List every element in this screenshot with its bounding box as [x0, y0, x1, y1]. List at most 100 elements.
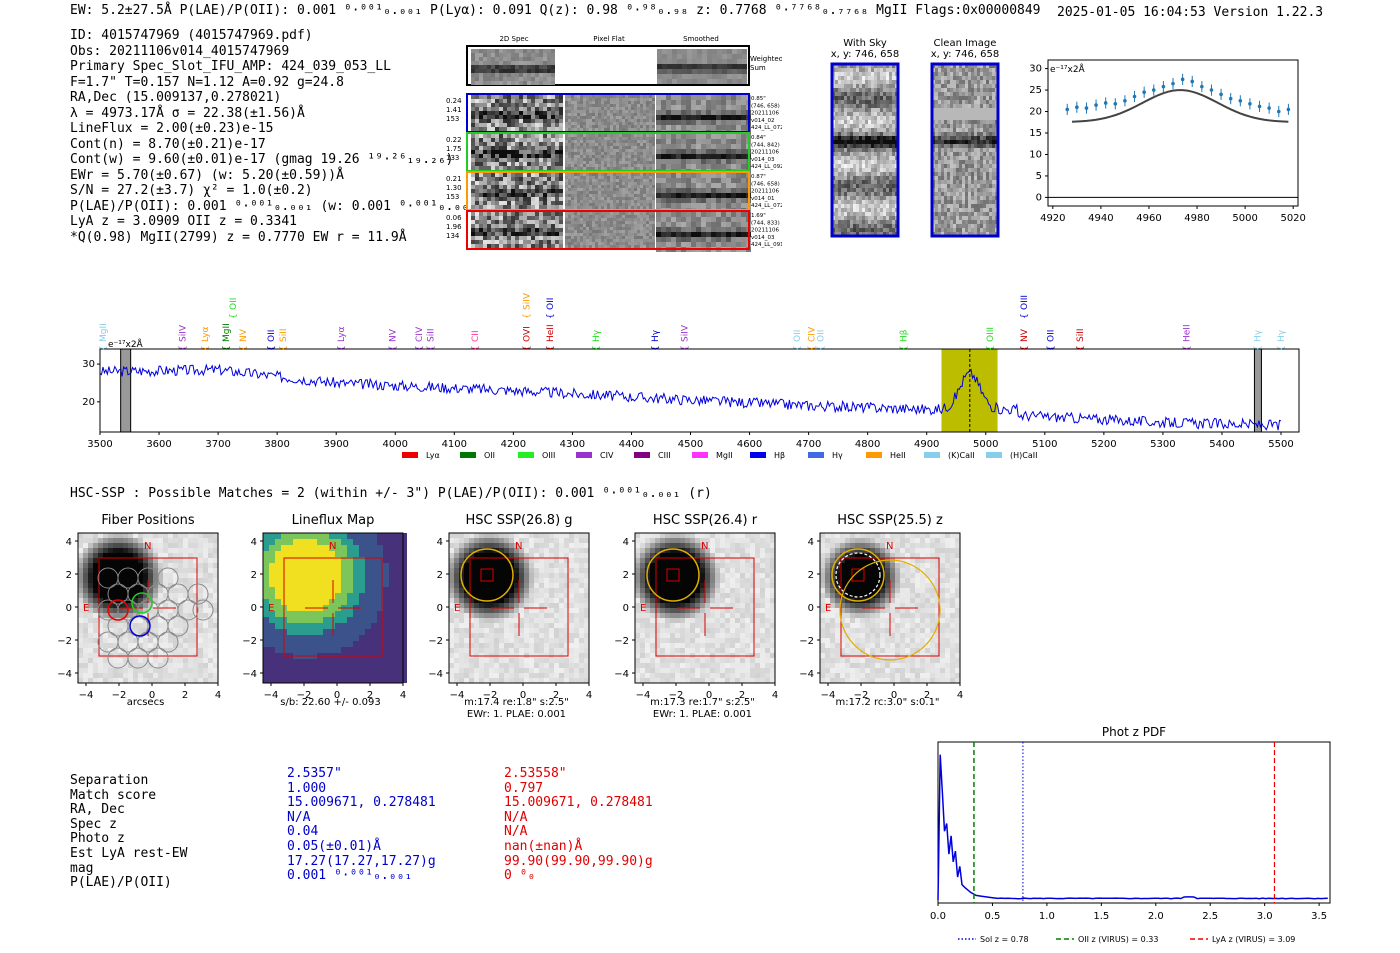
sky-pixel [841, 192, 844, 196]
sky-pixel [856, 96, 859, 100]
stamp-pixel [574, 245, 577, 248]
sky-pixel [889, 100, 892, 104]
stamp-pixel [640, 95, 643, 98]
stamp-left-text: 1.75 [446, 145, 462, 153]
sky-pixel [835, 64, 838, 68]
sky-pixel [956, 112, 959, 116]
stamp-pixel [595, 158, 598, 161]
stamp-pixel [716, 173, 721, 178]
stamp-pixel [676, 159, 681, 164]
sky-pixel [983, 172, 986, 176]
stamp-pixel [507, 232, 511, 236]
sky-pixel [847, 196, 850, 200]
sky-pixel [838, 180, 841, 184]
stamp-pixel [649, 134, 652, 137]
sky-pixel [841, 92, 844, 96]
sky-pixel [992, 192, 995, 196]
sky-pixel [841, 168, 844, 172]
stamp-pixel [616, 143, 619, 146]
stamp-pixel [507, 166, 511, 170]
stamp-pixel [507, 162, 511, 166]
stamp-pixel [643, 107, 646, 110]
stamp-pixel [616, 191, 619, 194]
sky-pixel [883, 100, 886, 104]
stamp-pixel [592, 140, 595, 143]
sky-pixel [847, 224, 850, 228]
stamp-pixel [607, 98, 610, 101]
sky-pixel [865, 152, 868, 156]
sky-pixel [889, 136, 892, 140]
sky-pixel [844, 136, 847, 140]
stamp-pixel [487, 166, 491, 170]
stamp-pixel [601, 101, 604, 104]
stamp-pixel [619, 176, 622, 179]
stamp-pixel [696, 237, 701, 242]
sky-pixel [956, 180, 959, 184]
stamp-pixel [634, 203, 637, 206]
sky-pixel [962, 112, 965, 116]
stamp-pixel [580, 104, 583, 107]
stamp-pixel [565, 179, 568, 182]
sky-pixel [877, 112, 880, 116]
sky-pixel [868, 224, 871, 228]
sky-pixel [953, 204, 956, 208]
sky-pixel [935, 100, 938, 104]
stamp-pixel [607, 191, 610, 194]
stamp-pixel [640, 233, 643, 236]
stamp-pixel [499, 111, 503, 115]
stamp-pixel [631, 119, 634, 122]
sky-pixel [950, 152, 953, 156]
sky-pixel [841, 64, 844, 68]
stamp-pixel [640, 167, 643, 170]
sky-pixel [874, 156, 877, 160]
sky-pixel [953, 116, 956, 120]
sky-pixel [935, 192, 938, 196]
stamp-pixel [519, 49, 523, 53]
sky-pixel [868, 136, 871, 140]
stamp-pixel [574, 224, 577, 227]
stamp-pixel [483, 103, 487, 107]
sky-pixel [892, 88, 895, 92]
stamp-pixel [559, 166, 563, 170]
stamp-pixel [601, 194, 604, 197]
stamp-pixel [610, 242, 613, 245]
stamp-pixel [604, 233, 607, 236]
stamp-pixel [613, 179, 616, 182]
stamp-right-text: v014_02 [751, 118, 775, 124]
stamp-pixel [491, 134, 495, 138]
sky-pixel [941, 76, 944, 80]
stamp-pixel [589, 221, 592, 224]
sky-pixel [871, 148, 874, 152]
sky-pixel [950, 164, 953, 168]
stamp-pixel [568, 221, 571, 224]
stamp-pixel [543, 53, 547, 57]
stamp-pixel [551, 150, 555, 154]
stamp-pixel [643, 149, 646, 152]
stamp-pixel [568, 167, 571, 170]
sky-pixel [841, 144, 844, 148]
stamp-pixel [592, 143, 595, 146]
sky-pixel [877, 192, 880, 196]
stamp-pixel [652, 98, 655, 101]
stamp-pixel [595, 104, 598, 107]
stamp-pixel [601, 107, 604, 110]
stamp-pixel [598, 227, 601, 230]
stamp-pixel [568, 98, 571, 101]
sky-pixel [880, 108, 883, 112]
sky-pixel [838, 92, 841, 96]
stamp-pixel [604, 101, 607, 104]
stamp-pixel [583, 188, 586, 191]
stamp-pixel [543, 150, 547, 154]
stamp-pixel [607, 215, 610, 218]
info-line: ID: 4015747969 (4015747969.pdf) [70, 28, 313, 43]
stamp-pixel [666, 198, 671, 203]
stamp-pixel [622, 188, 625, 191]
stamp-pixel [595, 239, 598, 242]
sky-pixel [865, 104, 868, 108]
stamp-pixel [691, 198, 696, 203]
stamp-pixel [726, 178, 731, 183]
stamp-pixel [634, 185, 637, 188]
stamp-pixel [503, 177, 507, 181]
stamp-pixel [507, 150, 511, 154]
stamp-pixel [515, 220, 519, 224]
